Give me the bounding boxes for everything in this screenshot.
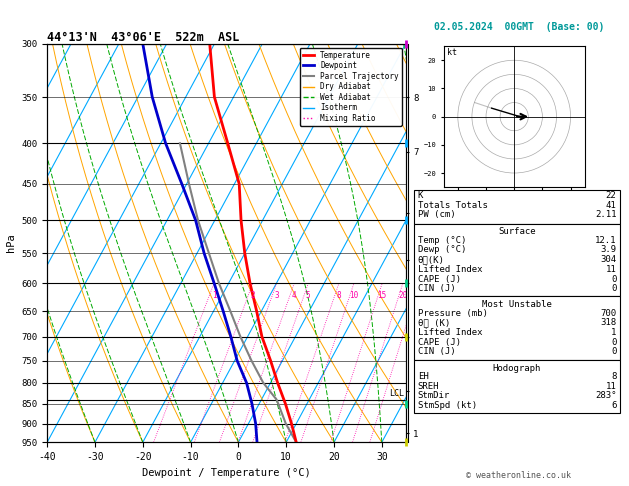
Text: CAPE (J): CAPE (J) [418, 275, 460, 284]
Text: 304: 304 [600, 255, 616, 264]
Text: 0: 0 [611, 284, 616, 294]
Text: 700: 700 [600, 309, 616, 318]
Text: Hodograph: Hodograph [493, 364, 541, 373]
Text: 3: 3 [274, 291, 279, 300]
Text: 3.9: 3.9 [600, 245, 616, 255]
Text: Temp (°C): Temp (°C) [418, 236, 466, 245]
Text: 22: 22 [606, 191, 616, 200]
Text: K: K [418, 191, 423, 200]
Text: 8: 8 [611, 372, 616, 381]
Text: 1: 1 [211, 291, 216, 300]
Text: 20: 20 [398, 291, 408, 300]
Text: StmDir: StmDir [418, 391, 450, 400]
Text: Most Unstable: Most Unstable [482, 300, 552, 310]
Legend: Temperature, Dewpoint, Parcel Trajectory, Dry Adiabat, Wet Adiabat, Isotherm, Mi: Temperature, Dewpoint, Parcel Trajectory… [299, 48, 402, 126]
Text: 1: 1 [611, 328, 616, 337]
Text: 0: 0 [611, 338, 616, 347]
Text: 318: 318 [600, 318, 616, 328]
Text: EH: EH [418, 372, 428, 381]
Text: 10: 10 [349, 291, 359, 300]
Text: 8: 8 [337, 291, 341, 300]
Y-axis label: hPa: hPa [6, 234, 16, 252]
Text: CIN (J): CIN (J) [418, 347, 455, 357]
Text: kt: kt [447, 48, 457, 57]
Text: StmSpd (kt): StmSpd (kt) [418, 401, 477, 410]
Text: 0: 0 [611, 347, 616, 357]
Text: SREH: SREH [418, 382, 439, 391]
Text: 11: 11 [606, 265, 616, 274]
Text: 41: 41 [606, 201, 616, 210]
Text: 283°: 283° [595, 391, 616, 400]
Text: 11: 11 [606, 382, 616, 391]
X-axis label: Dewpoint / Temperature (°C): Dewpoint / Temperature (°C) [142, 468, 311, 478]
Text: Totals Totals: Totals Totals [418, 201, 487, 210]
Text: Surface: Surface [498, 227, 536, 237]
Text: © weatheronline.co.uk: © weatheronline.co.uk [467, 471, 571, 480]
Text: CAPE (J): CAPE (J) [418, 338, 460, 347]
Text: 2: 2 [250, 291, 255, 300]
Text: 44°13'N  43°06'E  522m  ASL: 44°13'N 43°06'E 522m ASL [47, 31, 240, 44]
Text: 2.11: 2.11 [595, 210, 616, 220]
Text: θᴄ(K): θᴄ(K) [418, 255, 445, 264]
Text: 0: 0 [611, 275, 616, 284]
Text: 4: 4 [292, 291, 296, 300]
Text: Dewp (°C): Dewp (°C) [418, 245, 466, 255]
Text: 6: 6 [611, 401, 616, 410]
Y-axis label: km
ASL: km ASL [421, 235, 441, 251]
Text: 5: 5 [306, 291, 311, 300]
Text: 12.1: 12.1 [595, 236, 616, 245]
Text: 15: 15 [377, 291, 387, 300]
Text: Lifted Index: Lifted Index [418, 265, 482, 274]
Text: LCL: LCL [389, 389, 404, 398]
Text: CIN (J): CIN (J) [418, 284, 455, 294]
Text: 02.05.2024  00GMT  (Base: 00): 02.05.2024 00GMT (Base: 00) [434, 22, 604, 32]
Text: θᴄ (K): θᴄ (K) [418, 318, 450, 328]
Text: PW (cm): PW (cm) [418, 210, 455, 220]
Text: Pressure (mb): Pressure (mb) [418, 309, 487, 318]
Text: Lifted Index: Lifted Index [418, 328, 482, 337]
Text: 25: 25 [415, 291, 424, 300]
